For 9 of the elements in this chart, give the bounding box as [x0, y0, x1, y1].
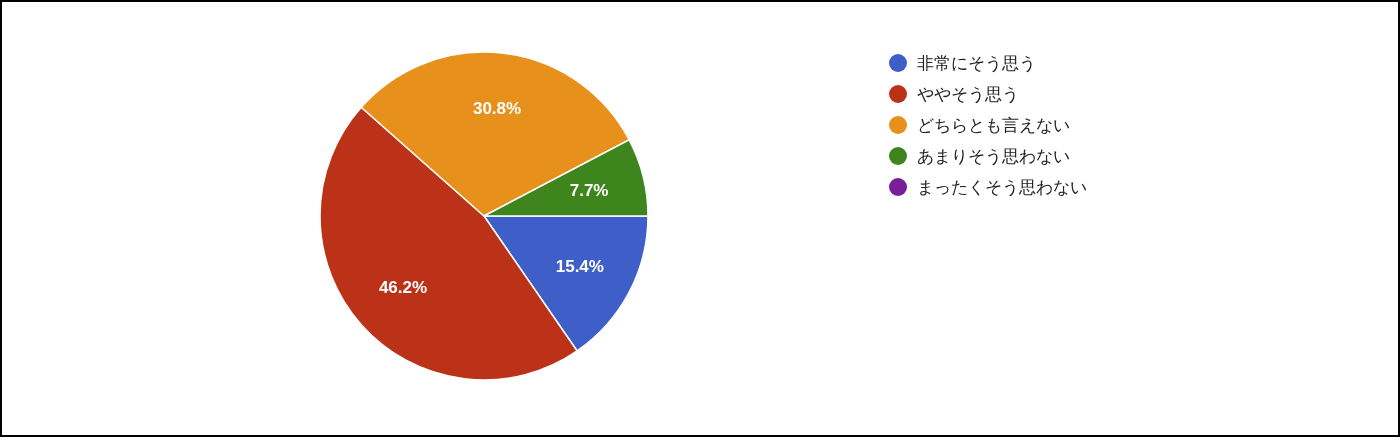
data-label: 46.2%	[378, 278, 428, 298]
legend-label: どちらとも言えない	[917, 115, 1070, 135]
legend-label: ややそう思う	[917, 84, 1019, 104]
data-label: 7.7%	[569, 180, 609, 200]
legend-label: あまりそう思わない	[917, 146, 1070, 166]
data-label: 30.8%	[472, 99, 522, 119]
legend-label: まったくそう思わない	[917, 177, 1087, 197]
legend-label: 非常にそう思う	[917, 53, 1036, 73]
data-label: 15.4%	[555, 256, 604, 276]
